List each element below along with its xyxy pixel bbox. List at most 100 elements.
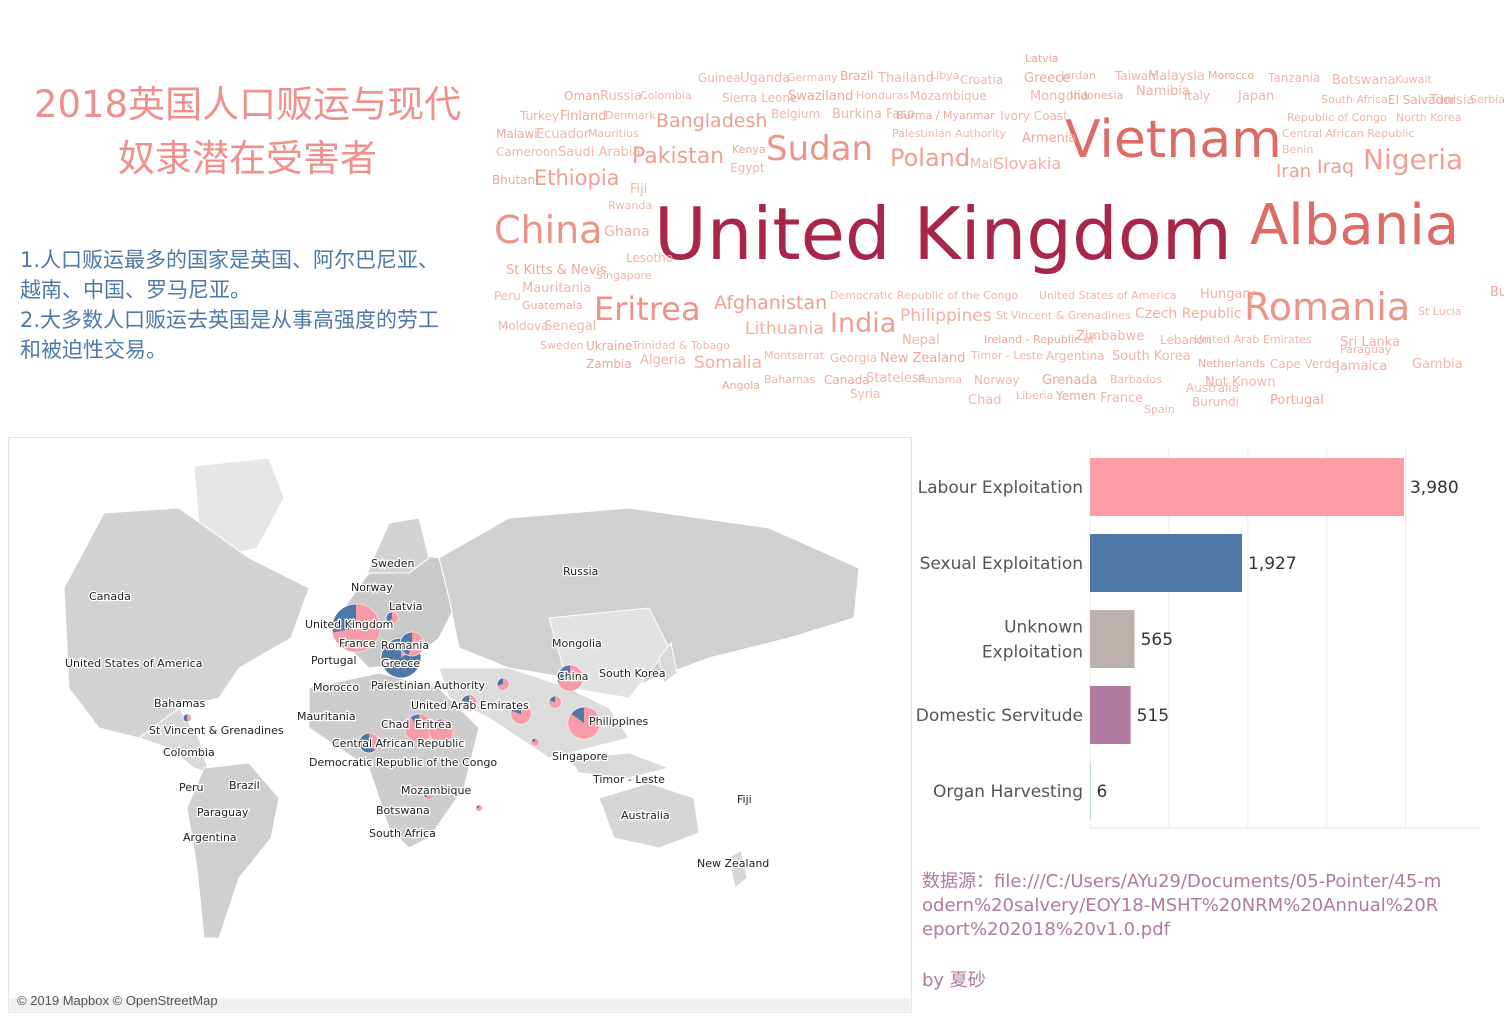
note-2: 2.大多数人口贩运去英国是从事高强度的劳工和被迫性交易。 xyxy=(20,308,440,362)
cloud-word-small: Paraguay xyxy=(1340,343,1392,356)
africa-land xyxy=(308,672,480,849)
cloud-word-small: Portugal xyxy=(1270,393,1324,408)
antarctica-land xyxy=(9,997,911,1012)
cloud-word-small: Armenia xyxy=(1022,131,1077,146)
cloud-word-small: Malaysia xyxy=(1148,69,1205,84)
cloud-word-small: Grenada xyxy=(1042,373,1098,388)
bar-category-label: Organ Harvesting xyxy=(933,782,1083,802)
map-attribution[interactable]: © 2019 Mapbox © OpenStreetMap xyxy=(17,993,218,1008)
cloud-word-small: Mauritania xyxy=(522,281,592,296)
cloud-word: Namibia xyxy=(1136,84,1190,99)
cloud-word-small: Trinidad & Tobago xyxy=(632,339,731,352)
data-source: 数据源：file:///C:/Users/AYu29/Documents/05-… xyxy=(922,871,1442,940)
cloud-word: Nigeria xyxy=(1363,143,1464,176)
pie-uae xyxy=(511,704,532,724)
cloud-word-small: Thailand xyxy=(878,71,934,86)
cloud-word-small: Singapore xyxy=(596,269,652,282)
author-byline: by 夏砂 xyxy=(922,970,986,991)
map-country-label: Palestinian Authority xyxy=(371,679,485,692)
bar-value-label: 6 xyxy=(1096,782,1107,802)
victim-origin-map[interactable]: Canada United States of America Russia Swed… xyxy=(8,437,912,1013)
cloud-word: Sri Lanka xyxy=(1340,335,1401,350)
cloud-word-small: Sierra Leone xyxy=(722,91,798,105)
cloud-word-small: Botswana xyxy=(1332,73,1396,88)
bar-category-label: Domestic Servitude xyxy=(916,706,1083,726)
cloud-word-small: Not Known xyxy=(1205,375,1276,390)
map-country-label: Canada xyxy=(89,590,131,603)
map-country-label: Russia xyxy=(563,565,598,578)
cloud-word-small: Ivory Coast xyxy=(1000,109,1068,123)
pie-romania xyxy=(408,632,425,656)
page-title: 2018英国人口贩运与现代奴隶潜在受害者 xyxy=(33,83,462,180)
cloud-word-small: Central African Republic xyxy=(1282,127,1415,140)
map-country-label: Mongolia xyxy=(552,637,602,650)
cloud-word-small: Panama xyxy=(918,373,963,386)
cloud-word: Albania xyxy=(1250,193,1460,258)
japan-land xyxy=(658,641,678,684)
cloud-word-small: Angola xyxy=(722,379,761,392)
cloud-word-small: Fiji xyxy=(630,182,648,197)
cloud-word-small: Jordan xyxy=(1061,69,1096,82)
cloud-word-small: United States of America xyxy=(1039,289,1177,302)
bar-domestic-servitude xyxy=(1090,686,1131,744)
cloud-word-small: Peru xyxy=(494,289,521,303)
cloud-word-small: Argentina xyxy=(1046,349,1105,363)
cloud-word-small: Malawi xyxy=(496,127,538,141)
pie-south-asia xyxy=(549,696,562,708)
map-country-label: Singapore xyxy=(552,750,608,763)
note-1: 1.人口贩运最多的国家是英国、阿尔巴尼亚、越南、中国、罗马尼亚。 xyxy=(20,248,440,302)
cloud-word-small: Saudi Arabia xyxy=(558,145,641,160)
cloud-word-small: North Korea xyxy=(1396,111,1462,124)
map-country-label: Greece xyxy=(381,657,420,670)
cloud-word: India xyxy=(830,308,897,339)
cloud-word: Czech Republic xyxy=(1135,306,1242,322)
map-country-label: Morocco xyxy=(313,681,359,694)
map-country-label: Philippines xyxy=(589,715,649,728)
cloud-word-small: Benin xyxy=(1282,143,1314,156)
cloud-word-small: South Korea xyxy=(1112,349,1191,364)
cloud-word-small: New Zealand xyxy=(880,351,966,366)
cloud-word-small: St Kitts & Nevis xyxy=(506,263,607,278)
cloud-word-small: Greece xyxy=(1024,71,1071,86)
bar-value-label: 1,927 xyxy=(1248,554,1297,574)
cloud-word-small: France xyxy=(1100,391,1144,406)
cloud-word-small: Burma / Myanmar xyxy=(896,109,995,122)
cloud-word-small: Nepal xyxy=(902,333,940,348)
cloud-word-small: Guinea xyxy=(698,71,741,85)
cloud-word-small: Senegal xyxy=(544,319,597,334)
map-country-label: Timor - Leste xyxy=(592,773,665,786)
cloud-word: Eritrea xyxy=(594,290,701,328)
cloud-word-small: Ireland - Republic of xyxy=(984,333,1095,346)
cloud-word: Sudan xyxy=(766,129,874,169)
map-country-label: France xyxy=(339,637,376,650)
cloud-word-small: Egypt xyxy=(730,161,765,175)
pie-central-africa xyxy=(369,733,379,752)
cloud-word: Afghanistan xyxy=(714,292,828,314)
cloud-word: Ghana xyxy=(604,224,650,240)
cloud-word: Vietnam xyxy=(1065,110,1282,170)
map-country-label: Sweden xyxy=(371,557,414,570)
cloud-word: Zimbabwe xyxy=(1076,329,1145,344)
map-canvas[interactable]: Canada United States of America Russia Swed… xyxy=(9,438,911,1012)
cloud-word-small: Sweden xyxy=(540,339,584,352)
map-country-label: Chad xyxy=(381,718,409,731)
map-country-label: Australia xyxy=(621,809,670,822)
map-country-label: Portugal xyxy=(311,654,357,667)
cloud-word-small: Barbados xyxy=(1110,373,1162,386)
cloud-word-small: Colombia xyxy=(640,89,692,102)
cloud-word: Iraq xyxy=(1317,156,1355,178)
bar-category-label: Unknown xyxy=(1004,618,1083,638)
cloud-word-small: Chad xyxy=(968,393,1002,408)
map-country-label: Democratic Republic of the Congo xyxy=(309,756,497,769)
cloud-word-small: Taiwan xyxy=(1115,69,1156,83)
cloud-word-small: Canada xyxy=(824,373,870,387)
cloud-word-small: Democratic Republic of the Congo xyxy=(830,289,1019,302)
map-country-label: Colombia xyxy=(163,746,215,759)
pie-mauritius xyxy=(476,805,482,811)
country-word-cloud: United Kingdom Albania Vietnam China Romania… xyxy=(490,48,1504,418)
bar-unknown-exploitation xyxy=(1090,610,1135,668)
map-country-label: Peru xyxy=(179,781,204,794)
bar-value-label: 565 xyxy=(1141,630,1173,650)
cloud-word: Pakistan xyxy=(632,144,725,169)
cloud-word-small: Russia xyxy=(600,89,642,104)
